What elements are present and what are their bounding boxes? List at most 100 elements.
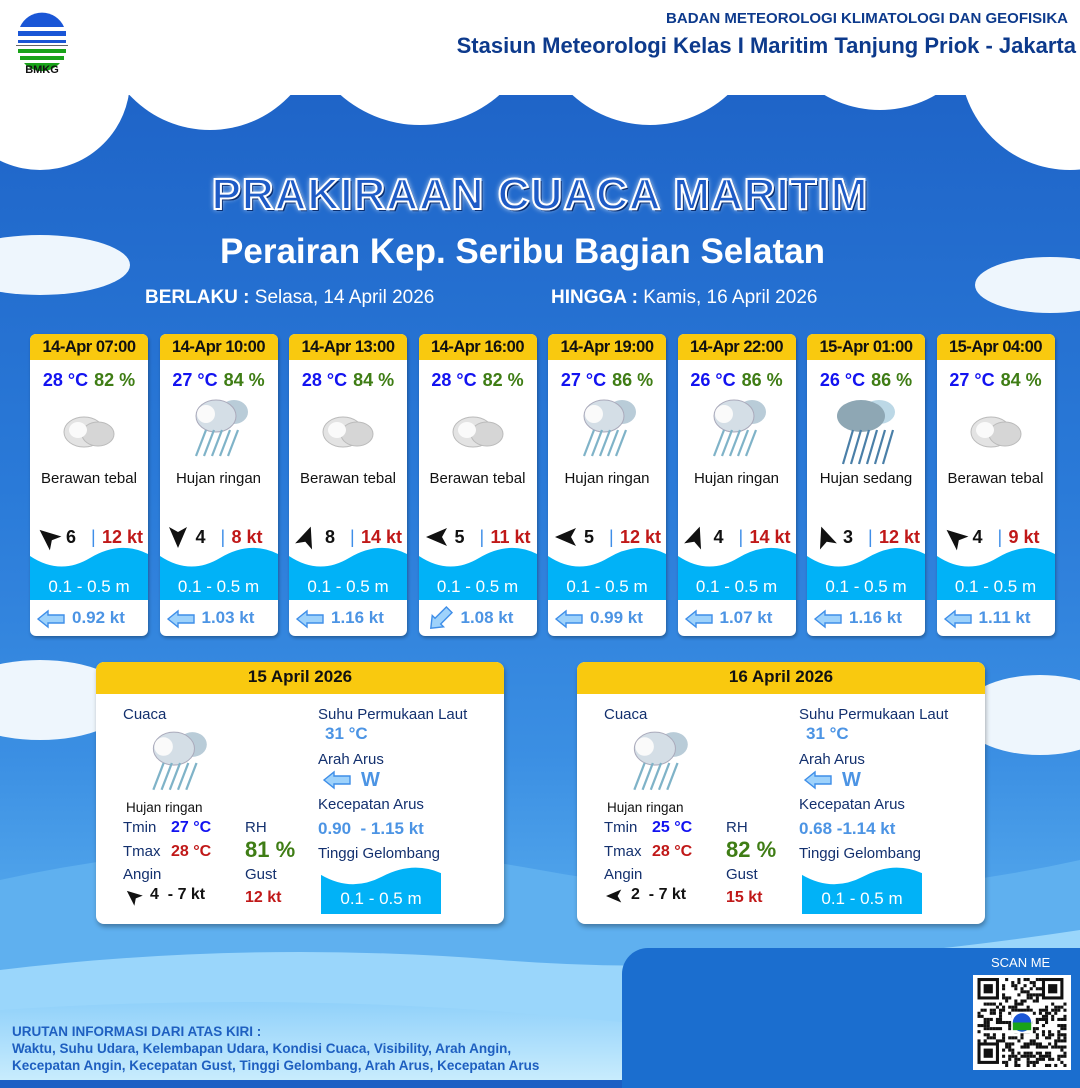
current-speed-range: 0.90 - 1.15 kt <box>318 819 424 838</box>
station-name: Stasiun Meteorologi Kelas I Maritim Tanj… <box>456 33 1076 58</box>
light-rain-icon <box>184 394 254 466</box>
forecast-card: 14-Apr 22:00 26 °C 86 % Hujan ringan 4 | 14… <box>677 334 796 636</box>
weather-condition: Berawan tebal <box>300 470 396 487</box>
weather-condition: Hujan ringan <box>693 470 780 487</box>
info-title: URUTAN INFORMASI DARI ATAS KIRI : <box>12 1024 262 1039</box>
air-temperature: 27 °C <box>560 370 607 390</box>
current-direction-icon <box>166 608 202 628</box>
gust-speed: 14 kt <box>749 527 791 547</box>
angin-label: Angin <box>604 866 643 883</box>
gust-label: Gust <box>245 866 277 883</box>
wave-graphic <box>159 546 278 600</box>
cuaca-label: Cuaca <box>604 706 648 723</box>
wave-graphic <box>321 866 441 914</box>
wave-graphic <box>677 546 796 600</box>
daily-summary-panel: 15 April 2026 Cuaca Hujan ringan Tmin 27… <box>96 662 504 924</box>
temp-rh: 28 °C 82 % <box>419 370 537 391</box>
wave-height-value: 0.1 - 0.5 m <box>821 889 903 908</box>
tmax-label: Tmax <box>604 843 642 860</box>
wind-direction-icon <box>943 526 968 551</box>
wind-direction-icon <box>36 526 62 551</box>
rh-label: RH <box>245 819 267 836</box>
sst-value: 31 °C <box>806 724 849 743</box>
wind-speed: 8 <box>325 527 336 547</box>
angin-label: Angin <box>123 866 162 883</box>
wind-speed: 6 <box>66 527 77 547</box>
forecast-time: 14-Apr 07:00 <box>30 334 148 360</box>
wave-graphic <box>936 546 1055 600</box>
gust-speed: 8 kt <box>231 527 263 547</box>
gust-speed: 12 kt <box>879 527 921 547</box>
current-speed: 1.16 kt <box>331 608 384 627</box>
current-row: 1.16 kt <box>813 608 923 629</box>
moderate-rain-icon <box>831 394 901 466</box>
wind-direction-icon <box>683 526 708 550</box>
forecast-time: 14-Apr 16:00 <box>418 334 537 360</box>
current-speed: 0.99 kt <box>590 608 643 627</box>
current-direction-icon <box>295 608 331 628</box>
current-direction-label: Arah Arus <box>799 751 865 768</box>
page-title: PRAKIRAAN CUACA MARITIM <box>211 169 869 220</box>
air-temperature: 28 °C <box>301 370 348 390</box>
wind-speed: 3 <box>843 527 854 547</box>
wave-height: 0.1 - 0.5 m <box>566 577 648 596</box>
forecast-time: 14-Apr 10:00 <box>159 334 278 360</box>
humidity: 82 % <box>482 370 524 390</box>
daily-date: 16 April 2026 <box>577 662 985 694</box>
tmax-label: Tmax <box>123 843 161 860</box>
tmin-label: Tmin <box>604 819 638 836</box>
tmin-value: 25 °C <box>652 819 693 836</box>
tmin-value: 27 °C <box>171 819 212 836</box>
weather-condition: Hujan ringan <box>175 470 262 487</box>
valid-to: HINGGA : Kamis, 16 April 2026 <box>551 287 817 309</box>
forecast-time: 15-Apr 01:00 <box>807 334 925 360</box>
info-legend: URUTAN INFORMASI DARI ATAS KIRI : Waktu,… <box>12 1023 539 1074</box>
light-rain-icon <box>141 726 213 805</box>
divider: | <box>220 527 226 547</box>
current-direction-label: Arah Arus <box>318 751 384 768</box>
humidity: 86 % <box>612 370 654 390</box>
current-speed: 1.16 kt <box>849 608 902 627</box>
cloud-icon <box>443 394 513 466</box>
gust-label: Gust <box>726 866 758 883</box>
page-subtitle: Perairan Kep. Seribu Bagian Selatan <box>220 232 825 271</box>
current-speed-label: Kecepatan Arus <box>799 796 905 813</box>
humidity: 84 % <box>223 370 265 390</box>
weather-condition: Hujan ringan <box>564 470 650 487</box>
divider: | <box>479 527 485 547</box>
wind-direction-icon <box>605 888 623 909</box>
wave-graphic <box>30 546 148 600</box>
cloud-icon <box>54 394 124 466</box>
wave-height: 0.1 - 0.5 m <box>825 577 907 596</box>
current-row: 1.08 kt <box>425 605 535 629</box>
wind-range: 2 - 7 kt <box>631 886 687 903</box>
current-speed: 0.92 kt <box>72 608 125 627</box>
gust-value: 15 kt <box>726 889 763 906</box>
current-row: 1.16 kt <box>295 608 405 629</box>
forecast-card: 14-Apr 07:00 28 °C 82 % Berawan tebal 6 | 1… <box>30 334 148 636</box>
current-direction-icon <box>684 608 720 628</box>
wind-direction-icon <box>295 526 319 550</box>
wave-height: 0.1 - 0.5 m <box>954 577 1037 596</box>
wave-graphic <box>807 546 925 600</box>
wind-speed: 5 <box>454 527 465 547</box>
divider: | <box>868 527 873 547</box>
current-speed-range: 0.68 -1.14 kt <box>799 819 896 838</box>
current-direction-value: W <box>361 769 380 791</box>
wind-speed: 4 <box>972 527 983 547</box>
forecast-card: 14-Apr 16:00 28 °C 82 % Berawan tebal 5 | 1… <box>418 334 537 636</box>
current-direction-icon <box>36 608 72 628</box>
logo-text: BMKG <box>25 64 59 76</box>
gust-speed: 11 kt <box>490 527 531 547</box>
qr-code[interactable] <box>973 975 1071 1070</box>
air-temperature: 26 °C <box>819 370 866 390</box>
current-direction-icon <box>813 608 849 628</box>
wave-graphic <box>802 866 922 914</box>
valid-to-date: Kamis, 16 April 2026 <box>643 287 818 308</box>
forecast-time: 15-Apr 04:00 <box>936 334 1055 360</box>
forecast-time: 14-Apr 22:00 <box>677 334 796 360</box>
daily-date: 15 April 2026 <box>96 662 504 694</box>
gust-speed: 14 kt <box>361 527 403 547</box>
current-speed: 1.11 kt <box>978 608 1031 627</box>
wave-graphic <box>418 546 537 600</box>
